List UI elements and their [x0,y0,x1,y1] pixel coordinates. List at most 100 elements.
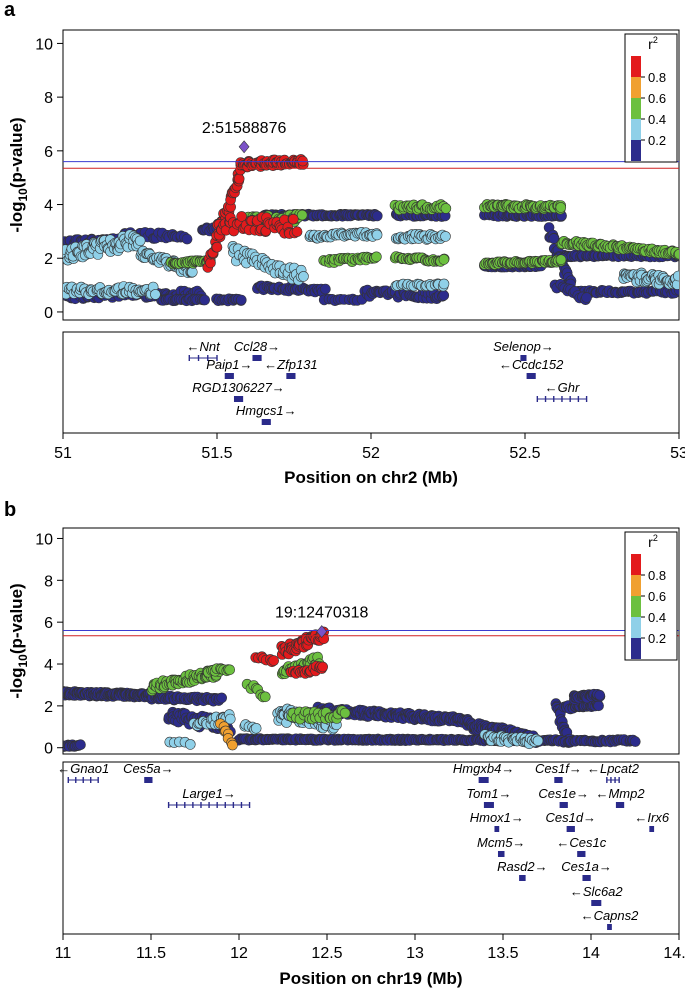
y-tick-label: 8 [44,573,53,590]
legend-label: 0.2 [648,133,666,148]
gene-label: ←Nnt [187,339,222,354]
gene-name: Ces1c [569,835,606,850]
snp-point [438,254,450,265]
legend-swatch [631,596,641,617]
snp-point [438,278,450,290]
lead-snp-marker [316,625,328,639]
snp-point [581,292,592,303]
snp-point [593,700,604,712]
gene-name: Irx6 [647,810,669,825]
gene-label: Mcm5→ [477,835,525,850]
snp-point [75,739,86,751]
gene-arrow-left: ← [634,810,647,825]
snp-point [236,211,247,222]
gene-arrow-right: → [583,810,596,825]
snp-point [594,689,606,701]
gene-exon [483,802,494,808]
gene-exon [559,802,568,808]
gene-exon [615,802,625,808]
gene-arrow-left: ← [556,835,569,850]
legend-swatch [631,575,641,596]
legend-swatch [631,98,641,119]
snp-point [216,692,227,704]
y-tick-label: 6 [44,144,53,161]
gene-label: ←Zfp131 [264,357,317,372]
snp-point [371,210,383,222]
gene-label: Paip1→ [206,357,252,372]
gene-label: ←Mmp2 [595,786,645,801]
gene-label: Ces1f→ [535,761,582,776]
x-axis-label: Position on chr2 (Mb) [284,468,458,487]
x-tick-label: 11.5 [136,945,166,962]
gene-exon [224,373,234,379]
gene-label: Tom1→ [466,786,511,801]
gene-exon [144,777,153,783]
snp-point [259,691,271,703]
gene-arrow-right: → [284,403,297,418]
gene-arrow-right: → [223,786,236,801]
gene-arrow-left: ← [545,380,558,395]
legend-label: 0.2 [648,631,666,646]
legend-title-r: r [648,534,653,550]
y-tick-label: 6 [44,615,53,632]
gene-exon [591,900,602,906]
y-label-prefix: -log [7,202,26,233]
gene-arrow-left: ← [499,357,512,372]
gene-label: ←Capns2 [581,908,640,923]
snp-point [227,739,238,751]
snp-point [532,735,544,747]
x-tick-label: 52.5 [509,445,540,462]
genes: ←Nnt Ccl28→ Selenop→Paip1→ ←Zfp131 ←Ccdc152R… [187,339,588,425]
snp-point [287,213,299,225]
legend-title-sup: 2 [653,533,658,543]
snp-point [371,251,382,263]
gene-name: Rasd2 [497,859,535,874]
gene-arrow-right: → [511,810,524,825]
gene-name: Ces1e [538,786,576,801]
legend-swatch [631,56,641,77]
snp-point [317,661,329,673]
gene-label: Ces1e→ [538,786,589,801]
gene-name: Ces1d [545,810,583,825]
gene-exon [566,826,575,832]
snp-point [134,235,146,247]
gene-exon [286,373,296,379]
gene-name: Mcm5 [477,835,513,850]
gene-label: Hmgcs1→ [236,403,297,418]
snp-point [150,289,161,300]
lead-snp-marker [238,140,250,154]
x-tick-label: 12.5 [311,945,342,962]
gene-label: ←Lpcat2 [587,761,640,776]
gene-exon [233,396,244,402]
snp-point [674,248,679,260]
x-tick-label: 11 [55,945,72,962]
gene-exon [497,851,505,857]
gene-label: Large1→ [182,786,235,801]
gene-name: Slc6a2 [583,884,624,899]
y-tick-label: 2 [44,699,53,716]
gene-name: Ces1a [561,859,599,874]
gene-arrow-right: → [272,380,285,395]
gene-exon [582,875,591,881]
gene-name: Lpcat2 [600,761,640,776]
lead-snp-label: 2:51588876 [202,120,287,137]
gene-arrow-left: ← [595,786,608,801]
legend-swatch [631,638,641,659]
gene-exon [520,355,527,361]
panel-label: a [4,0,16,21]
snp-point [211,241,223,253]
y-label-sub: 10 [16,188,30,202]
gene-label: ←Slc6a2 [570,884,624,899]
gene-arrow-left: ← [581,908,594,923]
x-tick-label: 14.5 [663,945,685,962]
x-tick-label: 53 [670,445,685,462]
gene-label: Hmox1→ [470,810,524,825]
legend-title: r2 [648,35,658,52]
snp-point [268,655,280,666]
gene-name: Tom1 [466,786,498,801]
gene-exon [607,924,612,930]
legend-label: 0.8 [648,568,666,583]
